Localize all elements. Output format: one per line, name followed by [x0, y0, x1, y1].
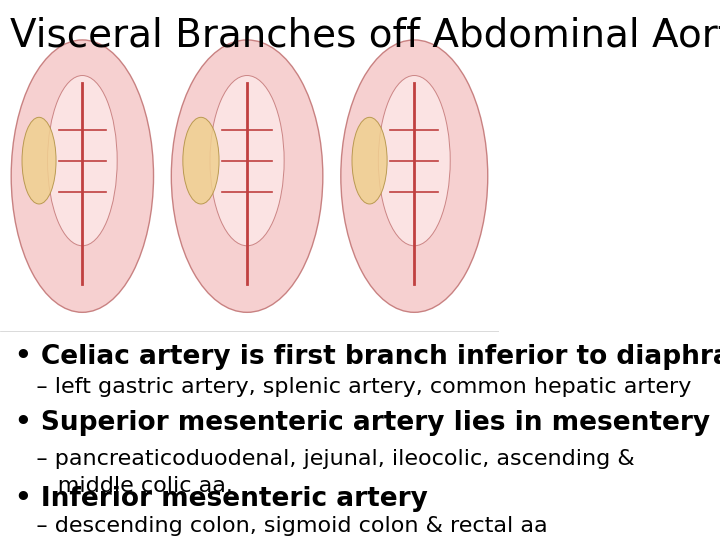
Ellipse shape — [22, 117, 56, 204]
Ellipse shape — [210, 76, 284, 246]
Ellipse shape — [48, 76, 117, 246]
Text: Visceral Branches off Abdominal Aorta: Visceral Branches off Abdominal Aorta — [10, 16, 720, 54]
Ellipse shape — [352, 117, 387, 204]
Text: • Celiac artery is first branch inferior to diaphragm: • Celiac artery is first branch inferior… — [15, 345, 720, 370]
Text: • Superior mesenteric artery lies in mesentery: • Superior mesenteric artery lies in mes… — [15, 410, 710, 436]
Text: • Inferior mesenteric artery: • Inferior mesenteric artery — [15, 485, 428, 512]
Ellipse shape — [171, 40, 323, 312]
Text: – descending colon, sigmoid colon & rectal aa: – descending colon, sigmoid colon & rect… — [15, 516, 548, 536]
Ellipse shape — [378, 76, 450, 246]
Text: – pancreaticoduodenal, jejunal, ileocolic, ascending &
      middle colic aa.: – pancreaticoduodenal, jejunal, ileocoli… — [15, 449, 634, 496]
Ellipse shape — [12, 40, 153, 312]
FancyBboxPatch shape — [0, 16, 499, 331]
Ellipse shape — [183, 117, 219, 204]
Ellipse shape — [341, 40, 487, 312]
Text: – left gastric artery, splenic artery, common hepatic artery: – left gastric artery, splenic artery, c… — [15, 377, 691, 397]
